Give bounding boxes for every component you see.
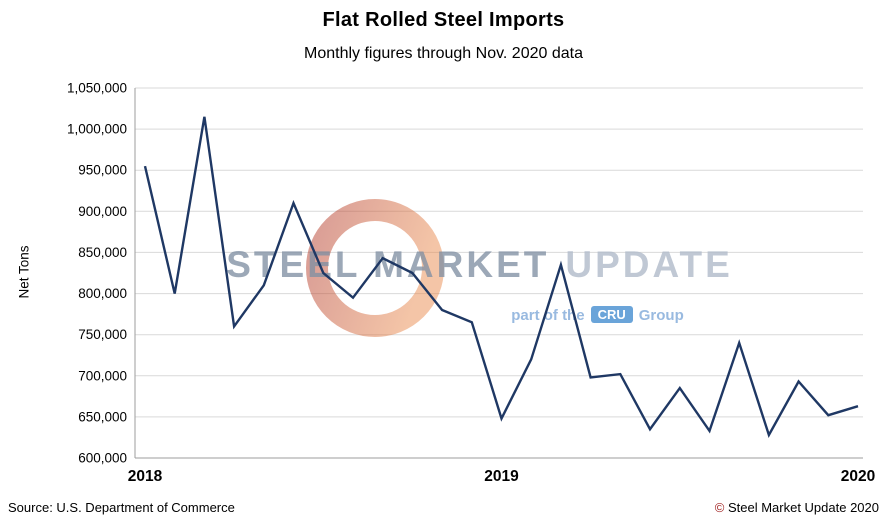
- chart-title: Flat Rolled Steel Imports: [322, 9, 565, 31]
- copyright-symbol: ©: [714, 500, 725, 515]
- y-tick-label: 1,000,000: [67, 122, 127, 137]
- x-tick-label: 2019: [484, 468, 519, 485]
- y-tick-label: 900,000: [78, 204, 127, 219]
- copyright-text: Steel Market Update 2020: [724, 500, 879, 515]
- y-tick-label: 800,000: [78, 286, 127, 301]
- y-tick-label: 850,000: [78, 245, 127, 260]
- y-tick-label: 600,000: [78, 451, 127, 466]
- y-tick-label: 750,000: [78, 327, 127, 342]
- y-tick-label: 650,000: [78, 409, 127, 424]
- x-tick-label: 2018: [128, 468, 163, 485]
- y-tick-label: 950,000: [78, 163, 127, 178]
- x-tick-label: 2020: [841, 468, 875, 485]
- y-tick-label: 700,000: [78, 368, 127, 383]
- copyright-note: © Steel Market Update 2020: [715, 500, 879, 515]
- chart-subtitle: Monthly figures through Nov. 2020 data: [304, 45, 583, 62]
- source-note: Source: U.S. Department of Commerce: [8, 500, 235, 515]
- y-tick-label: 1,050,000: [67, 81, 127, 96]
